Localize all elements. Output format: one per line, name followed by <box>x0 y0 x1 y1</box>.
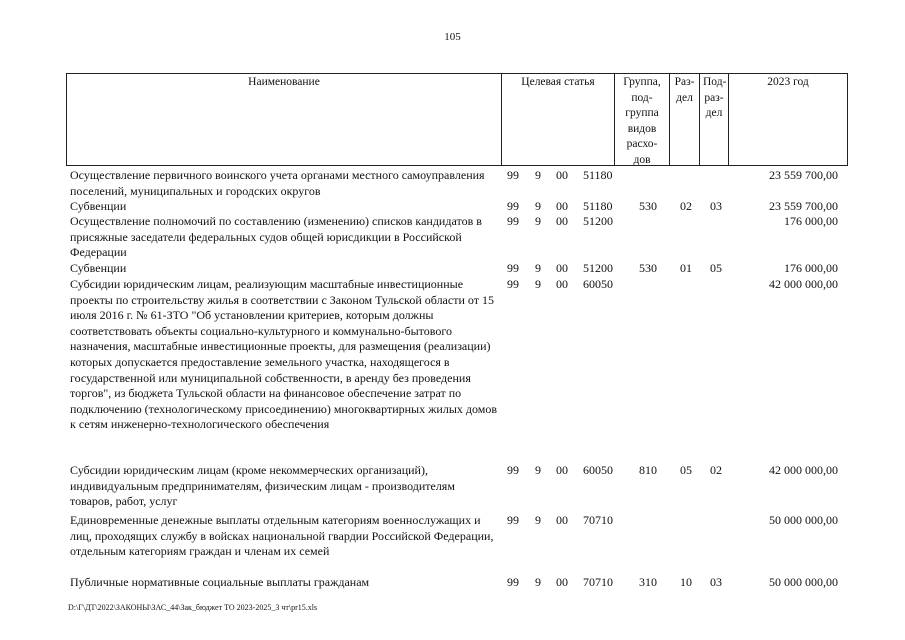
code-program: 99 <box>507 463 519 477</box>
code-subprogram: 9 <box>535 261 541 275</box>
code-program: 99 <box>507 575 519 589</box>
page-number: 105 <box>444 31 461 43</box>
expense-group: 530 <box>639 199 657 213</box>
code-main: 00 <box>556 199 568 213</box>
code-main: 00 <box>556 513 568 527</box>
subsection: 05 <box>710 261 722 275</box>
section: 01 <box>680 261 692 275</box>
header-group: Группа, под-группа видов расхо-дов <box>614 74 669 166</box>
code-direction: 70710 <box>583 575 613 589</box>
row-name: Единовременные денежные выплаты отдельны… <box>70 513 494 559</box>
header-subsection: Под-раз-дел <box>699 74 728 165</box>
footer-file-path: D:\Г\ДТ\2022\ЗАКОНЫ\ЗАС_44\Зак_бюджет ТО… <box>68 603 318 612</box>
code-direction: 51180 <box>583 168 613 182</box>
row-name: Субсидии юридическим лицам, реализующим … <box>70 277 498 432</box>
row-name: Субвенции <box>70 199 127 213</box>
code-program: 99 <box>507 214 519 228</box>
code-subprogram: 9 <box>535 214 541 228</box>
code-main: 00 <box>556 463 568 477</box>
code-main: 00 <box>556 261 568 275</box>
code-subprogram: 9 <box>535 199 541 213</box>
amount: 50 000 000,00 <box>769 513 838 527</box>
header-year: 2023 год <box>728 74 847 165</box>
row-name: Осуществление первичного воинского учета… <box>70 168 485 198</box>
row-name: Публичные нормативные социальные выплаты… <box>70 575 370 589</box>
header-target: Целевая статья <box>501 74 614 165</box>
code-subprogram: 9 <box>535 168 541 182</box>
code-program: 99 <box>507 261 519 275</box>
code-program: 99 <box>507 168 519 182</box>
code-main: 00 <box>556 575 568 589</box>
subsection: 03 <box>710 199 722 213</box>
code-main: 00 <box>556 277 568 291</box>
code-subprogram: 9 <box>535 463 541 477</box>
code-subprogram: 9 <box>535 575 541 589</box>
amount: 42 000 000,00 <box>769 277 838 291</box>
header-section: Раз-дел <box>669 74 699 165</box>
code-program: 99 <box>507 277 519 291</box>
row-name: Осуществление полномочий по составлению … <box>70 214 482 260</box>
expense-group: 810 <box>639 463 657 477</box>
section: 05 <box>680 463 692 477</box>
code-program: 99 <box>507 199 519 213</box>
code-direction: 60050 <box>583 277 613 291</box>
section: 10 <box>680 575 692 589</box>
code-program: 99 <box>507 513 519 527</box>
code-main: 00 <box>556 168 568 182</box>
code-direction: 51200 <box>583 214 613 228</box>
amount: 176 000,00 <box>784 261 838 275</box>
expense-group: 310 <box>639 575 657 589</box>
code-subprogram: 9 <box>535 277 541 291</box>
code-direction: 51200 <box>583 261 613 275</box>
subsection: 02 <box>710 463 722 477</box>
row-name: Субсидии юридическим лицам (кроме некомм… <box>70 463 455 509</box>
amount: 176 000,00 <box>784 214 838 228</box>
code-direction: 51180 <box>583 199 613 213</box>
row-name: Субвенции <box>70 261 127 275</box>
amount: 42 000 000,00 <box>769 463 838 477</box>
expense-group: 530 <box>639 261 657 275</box>
code-subprogram: 9 <box>535 513 541 527</box>
table-header: Наименование Целевая статья Группа, под-… <box>66 73 848 166</box>
section: 02 <box>680 199 692 213</box>
code-direction: 60050 <box>583 463 613 477</box>
amount: 23 559 700,00 <box>769 199 838 213</box>
subsection: 03 <box>710 575 722 589</box>
amount: 23 559 700,00 <box>769 168 838 182</box>
amount: 50 000 000,00 <box>769 575 838 589</box>
code-main: 00 <box>556 214 568 228</box>
code-direction: 70710 <box>583 513 613 527</box>
header-name: Наименование <box>248 76 320 88</box>
